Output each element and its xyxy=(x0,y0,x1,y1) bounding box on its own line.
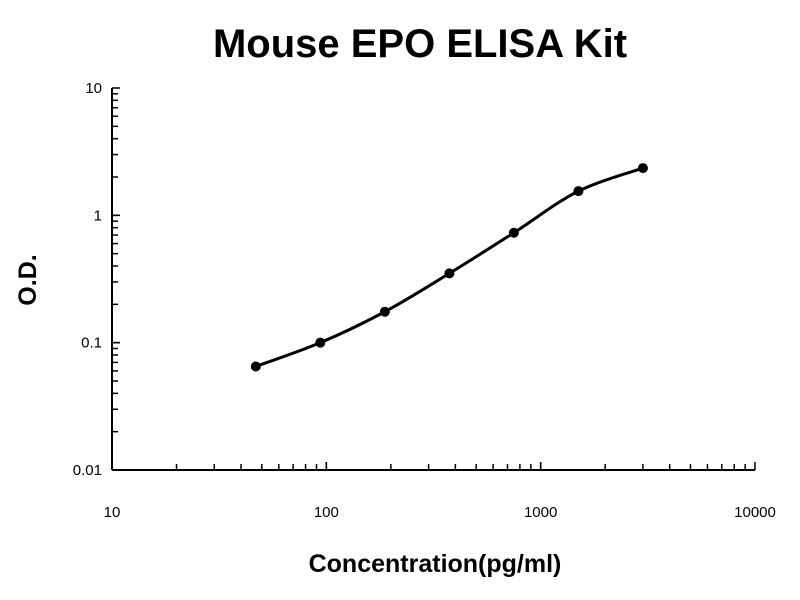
x-tick-label: 10000 xyxy=(734,504,776,521)
data-point xyxy=(379,306,390,317)
x-axis-label: Concentration(pg/ml) xyxy=(309,550,562,578)
y-tick-label: 10 xyxy=(85,80,102,97)
data-point xyxy=(508,227,519,238)
x-tick-label: 100 xyxy=(314,504,339,521)
series-line xyxy=(255,166,644,368)
y-tick-label: 0.1 xyxy=(81,335,102,352)
data-point xyxy=(573,186,584,197)
x-tick-label: 1000 xyxy=(524,504,557,521)
chart-title: Mouse EPO ELISA Kit xyxy=(213,22,627,66)
y-tick-label: 0.01 xyxy=(73,462,102,479)
x-tick-label: 10 xyxy=(104,504,121,521)
y-axis-label: O.D. xyxy=(14,254,42,305)
data-point xyxy=(444,268,455,279)
data-point xyxy=(315,337,326,348)
data-point xyxy=(250,361,261,372)
y-tick-label: 1 xyxy=(94,207,102,224)
data-point xyxy=(637,163,648,174)
